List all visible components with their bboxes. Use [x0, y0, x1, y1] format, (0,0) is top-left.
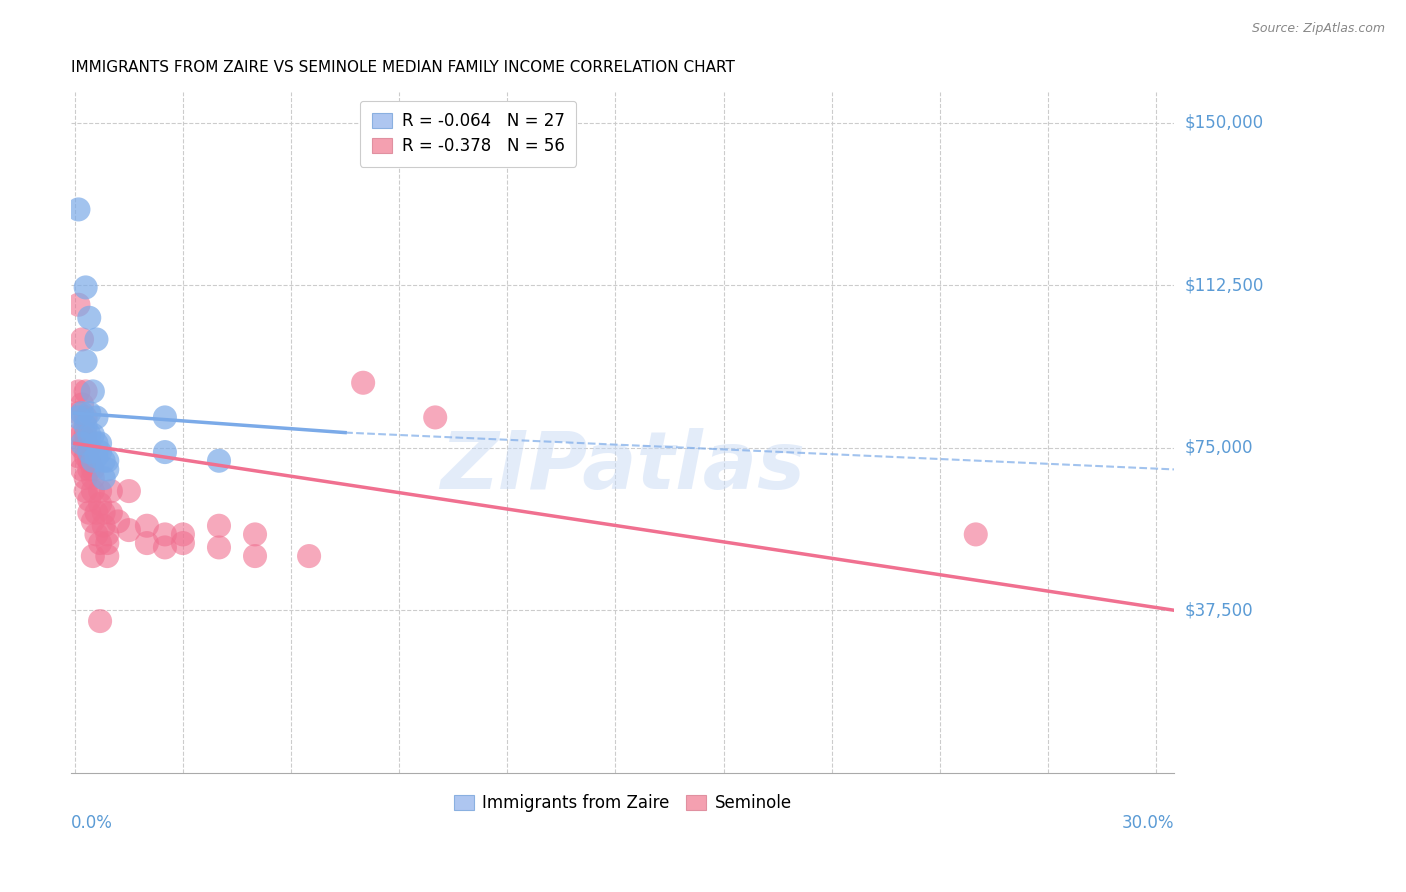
Point: [75, 427, 97, 442]
Text: 30.0%: 30.0%: [1122, 814, 1174, 832]
Point: [425, 410, 447, 425]
Point: [70, 462, 93, 476]
Point: [77, 445, 100, 459]
Text: $150,000: $150,000: [1185, 114, 1264, 132]
Point: [153, 527, 176, 541]
Point: [243, 527, 266, 541]
Point: [75, 410, 97, 425]
Point: [67, 450, 90, 464]
Point: [75, 471, 97, 485]
Point: [100, 484, 122, 499]
Point: [208, 454, 231, 468]
Point: [100, 506, 122, 520]
Point: [172, 527, 194, 541]
Point: [82, 454, 104, 468]
Point: [67, 427, 90, 442]
Point: [70, 406, 93, 420]
Point: [82, 515, 104, 529]
Text: Source: ZipAtlas.com: Source: ZipAtlas.com: [1251, 22, 1385, 36]
Point: [67, 202, 90, 217]
Point: [67, 384, 90, 399]
Point: [153, 410, 176, 425]
Point: [93, 506, 115, 520]
Point: [153, 445, 176, 459]
Point: [93, 471, 115, 485]
Point: [153, 541, 176, 555]
Point: [70, 436, 93, 450]
Point: [82, 484, 104, 499]
Point: [75, 354, 97, 368]
Point: [86, 436, 108, 450]
Point: [118, 523, 141, 537]
Point: [70, 397, 93, 411]
Point: [172, 536, 194, 550]
Point: [96, 527, 118, 541]
Point: [965, 527, 987, 541]
Point: [89, 445, 111, 459]
Point: [77, 462, 100, 476]
Point: [96, 536, 118, 550]
Point: [82, 384, 104, 399]
Point: [77, 441, 100, 455]
Point: [86, 506, 108, 520]
Point: [86, 410, 108, 425]
Point: [67, 298, 90, 312]
Text: IMMIGRANTS FROM ZAIRE VS SEMINOLE MEDIAN FAMILY INCOME CORRELATION CHART: IMMIGRANTS FROM ZAIRE VS SEMINOLE MEDIAN…: [72, 60, 735, 75]
Text: ZIPatlas: ZIPatlas: [440, 427, 806, 506]
Point: [208, 541, 231, 555]
Point: [96, 454, 118, 468]
Point: [75, 280, 97, 294]
Point: [77, 310, 100, 325]
Point: [86, 333, 108, 347]
Point: [67, 410, 90, 425]
Point: [93, 518, 115, 533]
Point: [208, 518, 231, 533]
Point: [82, 427, 104, 442]
Point: [93, 454, 115, 468]
Legend: Immigrants from Zaire, Seminole: Immigrants from Zaire, Seminole: [447, 788, 799, 819]
Point: [77, 454, 100, 468]
Point: [75, 484, 97, 499]
Point: [107, 515, 129, 529]
Point: [67, 406, 90, 420]
Point: [70, 427, 93, 442]
Point: [96, 549, 118, 563]
Point: [89, 536, 111, 550]
Point: [77, 406, 100, 420]
Point: [77, 427, 100, 442]
Point: [89, 614, 111, 628]
Point: [89, 436, 111, 450]
Point: [86, 527, 108, 541]
Point: [82, 471, 104, 485]
Point: [77, 506, 100, 520]
Point: [75, 450, 97, 464]
Text: $37,500: $37,500: [1185, 601, 1254, 619]
Point: [243, 549, 266, 563]
Point: [86, 450, 108, 464]
Point: [89, 497, 111, 511]
Point: [89, 484, 111, 499]
Point: [96, 462, 118, 476]
Point: [75, 384, 97, 399]
Point: [70, 441, 93, 455]
Point: [135, 536, 157, 550]
Point: [82, 462, 104, 476]
Point: [118, 484, 141, 499]
Point: [298, 549, 321, 563]
Point: [82, 549, 104, 563]
Point: [135, 518, 157, 533]
Point: [352, 376, 374, 390]
Text: $112,500: $112,500: [1185, 277, 1264, 294]
Point: [70, 333, 93, 347]
Text: 0.0%: 0.0%: [72, 814, 112, 832]
Point: [77, 492, 100, 507]
Point: [75, 419, 97, 434]
Text: $75,000: $75,000: [1185, 439, 1254, 457]
